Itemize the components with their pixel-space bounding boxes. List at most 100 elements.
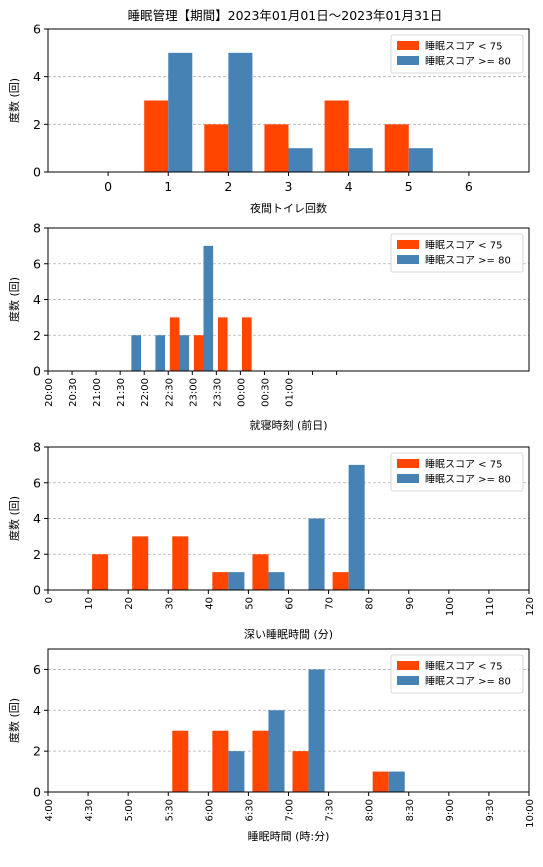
x-tick-label: 0: [44, 597, 55, 603]
y-tick-label: 6: [33, 475, 41, 490]
bar-low: [204, 124, 229, 172]
legend-swatch: [397, 474, 419, 483]
bar-low: [252, 730, 269, 792]
x-tick-label: 4: [345, 179, 353, 194]
bar-high: [155, 335, 166, 371]
y-axis-label: 度数 (回): [7, 78, 21, 123]
chart-2: 0 2 4 6 8 20:00 20:30 21:00 21:30 22:00 22:30 23:00…: [7, 221, 530, 432]
x-tick-label: 7:00: [285, 799, 296, 821]
x-tick-label: 4:00: [44, 799, 55, 821]
bar-low: [264, 124, 289, 172]
x-tick-label: 7:30: [325, 799, 336, 821]
bar-high: [348, 464, 365, 590]
x-tick-label: 23:30: [212, 378, 223, 407]
y-axis-label: 度数 (回): [7, 698, 21, 743]
bar-low: [292, 751, 309, 792]
legend-box: [390, 452, 524, 492]
bar-high: [308, 518, 325, 590]
bar-low: [172, 730, 189, 792]
legend-swatch: [397, 255, 419, 264]
bar-high: [288, 148, 313, 172]
x-tick-label: 50: [244, 597, 255, 610]
x-tick-label: 40: [204, 597, 215, 610]
legend-swatch: [397, 661, 419, 670]
y-tick-label: 0: [33, 583, 41, 598]
bar-low: [212, 730, 229, 792]
x-tick-label: 23:00: [188, 378, 199, 407]
y-tick-label: 0: [33, 785, 41, 800]
legend-label: 睡眠スコア >= 80: [425, 473, 511, 486]
bar-high: [203, 245, 214, 371]
x-tick-label: 22:30: [164, 378, 175, 407]
bar-low: [217, 317, 228, 371]
legend-swatch: [397, 676, 419, 685]
figure-title: 睡眠管理【期間】2023年01月01日〜2023年01月31日: [128, 8, 443, 23]
bar-low: [252, 554, 269, 590]
x-tick-label: 22:00: [140, 378, 151, 407]
x-tick-label: 20: [124, 597, 135, 610]
x-tick-label: 21:00: [92, 378, 103, 407]
y-tick-label: 4: [33, 511, 41, 526]
bar-high: [131, 335, 141, 371]
x-tick-label: 00:30: [260, 378, 271, 407]
x-axis-label: 夜間トイレ回数: [250, 201, 327, 215]
y-tick-label: 0: [33, 165, 41, 180]
x-tick-label: 6: [465, 179, 473, 194]
legend-label: 睡眠スコア < 75: [425, 239, 502, 252]
x-tick-label: 5: [405, 179, 413, 194]
bar-high: [168, 52, 193, 173]
y-tick-label: 8: [33, 440, 41, 455]
bar-low: [169, 317, 180, 371]
x-tick-label: 2: [224, 179, 232, 194]
y-tick-label: 4: [33, 703, 41, 718]
x-tick-label: 9:30: [485, 799, 496, 821]
bar-high: [179, 335, 190, 371]
bar-low: [332, 572, 349, 590]
bar-low: [172, 536, 189, 590]
legend: 睡眠スコア < 75 睡眠スコア >= 80: [390, 654, 524, 694]
legend-swatch: [397, 240, 419, 249]
bar-low: [242, 317, 252, 371]
bar-high: [228, 52, 253, 173]
x-tick-label: 110: [485, 597, 496, 616]
bar-high: [228, 572, 245, 590]
y-tick-label: 2: [33, 328, 41, 343]
y-tick-label: 2: [33, 744, 41, 759]
x-tick-label: 8:00: [365, 799, 376, 821]
bar-low: [384, 124, 409, 172]
x-axis-label: 就寝時刻 (前日): [249, 418, 327, 432]
x-tick-label: 20:30: [68, 378, 79, 407]
x-tick-label: 5:30: [164, 799, 175, 821]
x-tick-label: 3: [285, 179, 293, 194]
y-tick-label: 4: [33, 292, 41, 307]
y-tick-label: 8: [33, 221, 41, 236]
x-axis-label: 深い睡眠時間 (分): [244, 628, 333, 641]
legend: 睡眠スコア < 75 睡眠スコア >= 80: [390, 233, 524, 273]
x-tick-label: 4:30: [84, 799, 95, 821]
x-tick-label: 9:00: [445, 799, 456, 821]
bar-low: [212, 572, 229, 590]
y-tick-label: 2: [33, 117, 41, 132]
x-tick-label: 5:00: [124, 799, 135, 821]
bar-high: [388, 771, 405, 792]
legend-swatch: [397, 41, 419, 50]
x-tick-label: 60: [285, 597, 296, 610]
bar-high: [348, 148, 373, 172]
legend-label: 睡眠スコア >= 80: [425, 675, 511, 688]
bar-low: [144, 100, 169, 172]
x-tick-label: 100: [445, 597, 456, 616]
legend-label: 睡眠スコア >= 80: [425, 254, 511, 267]
x-tick-label: 120: [525, 597, 536, 616]
x-tick-label: 10:00: [525, 799, 536, 828]
x-tick-label: 01:00: [285, 378, 296, 407]
x-tick-label: 6:30: [244, 799, 255, 821]
y-axis-label: 度数 (回): [7, 496, 21, 541]
bar-low: [372, 771, 389, 792]
legend-label: 睡眠スコア >= 80: [425, 55, 511, 68]
bar-high: [228, 751, 245, 792]
x-tick-label: 8:30: [405, 799, 416, 821]
legend-label: 睡眠スコア < 75: [425, 660, 502, 673]
bar-high: [408, 148, 433, 172]
